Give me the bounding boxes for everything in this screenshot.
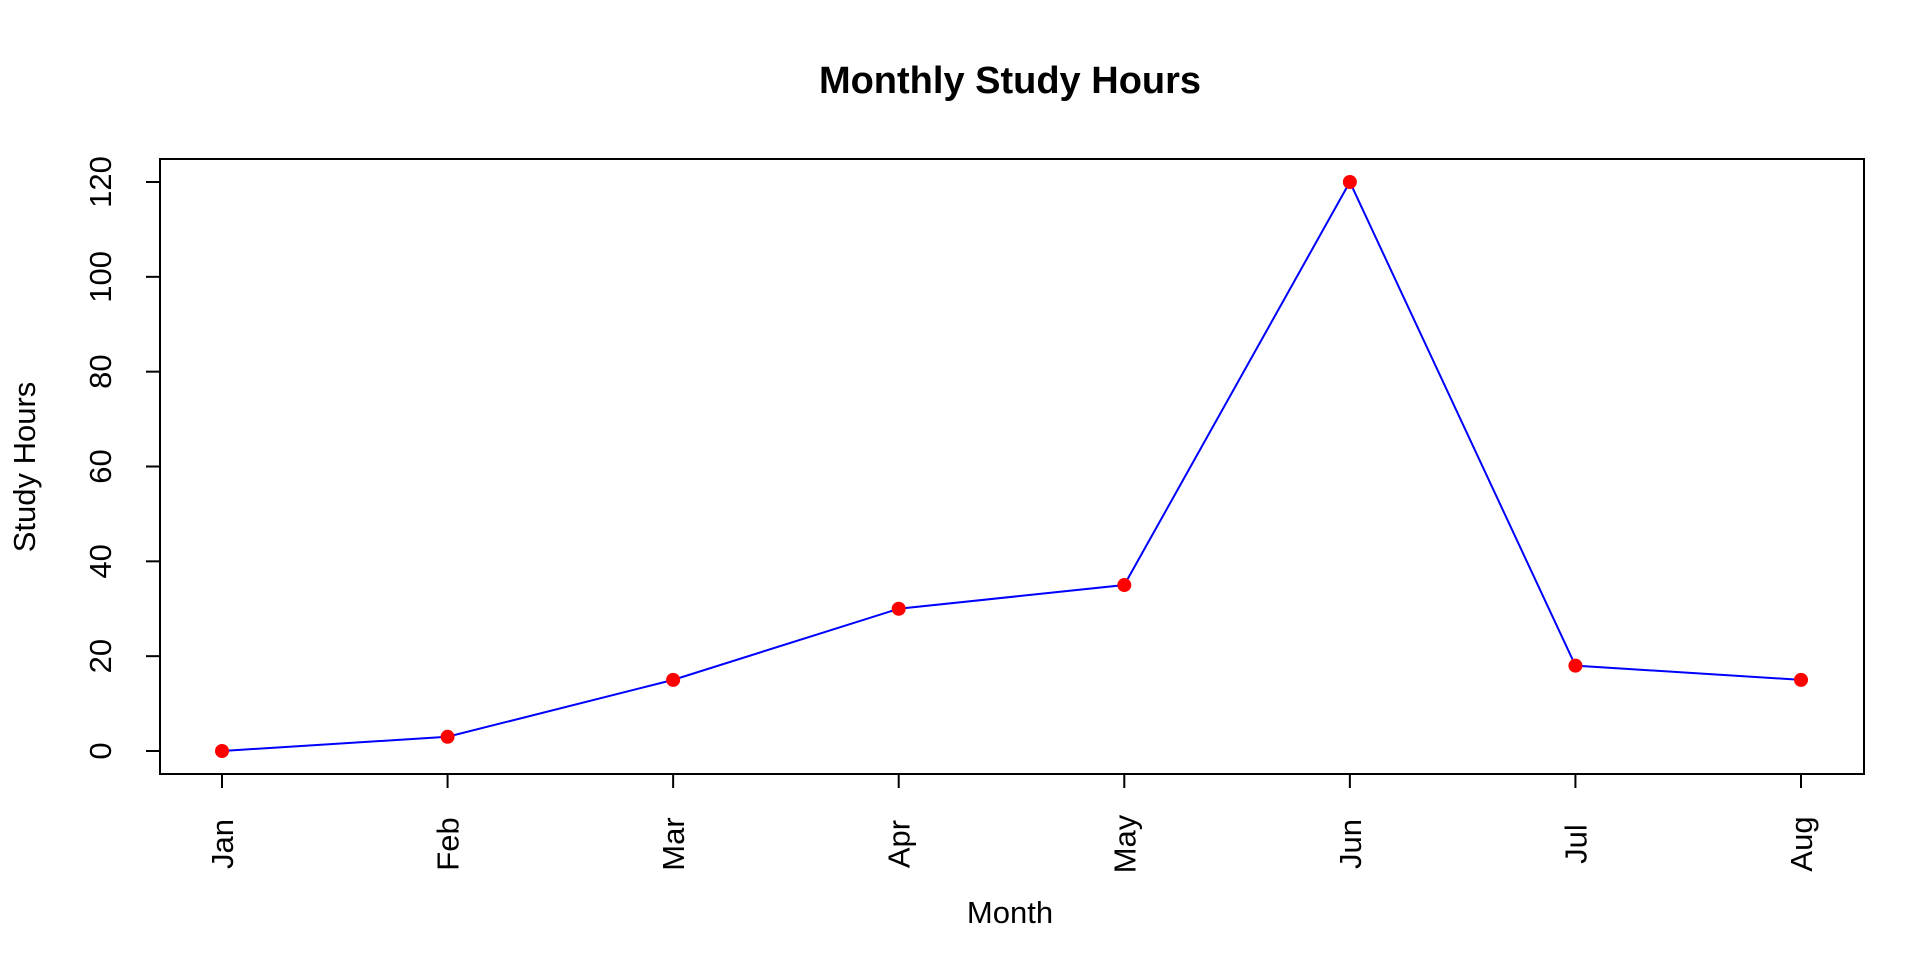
data-point (440, 729, 455, 744)
data-point (1568, 658, 1583, 673)
x-tick-label: Jul (1558, 824, 1593, 864)
x-tick-label: Apr (882, 820, 917, 868)
x-tick-label: Jun (1333, 819, 1368, 869)
data-point (215, 744, 229, 758)
x-tick-label: Mar (656, 817, 691, 870)
y-tick-label: 60 (83, 449, 118, 483)
x-tick-label: Aug (1784, 816, 1819, 871)
y-tick-label: 100 (83, 251, 118, 303)
y-tick-label: 120 (83, 156, 118, 208)
data-points (215, 175, 1808, 758)
x-tick-label: Feb (431, 817, 466, 870)
chart-title: Monthly Study Hours (819, 60, 1201, 102)
data-point (1117, 578, 1132, 593)
x-tick-label: May (1107, 814, 1142, 873)
y-tick-label: 20 (83, 639, 118, 673)
y-axis: 0 20 40 60 80 100 120 (83, 156, 161, 760)
y-tick-label: 0 (83, 742, 118, 759)
data-point (1342, 175, 1357, 189)
y-axis-label: Study Hours (7, 382, 42, 553)
data-point (891, 601, 906, 616)
data-point (666, 672, 681, 687)
series-line (221, 179, 1802, 752)
x-tick-label: Jan (205, 819, 240, 869)
plot-frame (159, 158, 1865, 775)
x-axis: Jan Feb Mar Apr May Jun Jul Aug (205, 773, 1819, 873)
y-tick-label: 40 (83, 544, 118, 578)
data-point (1794, 672, 1808, 687)
y-tick-label: 80 (83, 354, 118, 388)
x-axis-label: Month (967, 895, 1053, 930)
